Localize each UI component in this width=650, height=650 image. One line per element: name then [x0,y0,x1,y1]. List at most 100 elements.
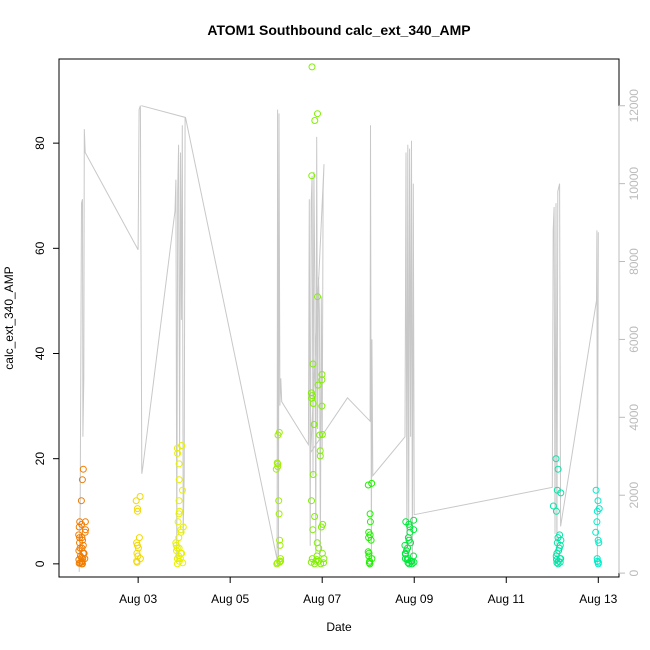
data-point [276,541,284,549]
y-axis-label: calc_ext_340_AMP [2,266,16,369]
data-point [175,476,183,484]
x-tick-label: Aug 13 [579,592,617,606]
data-point [410,516,418,524]
data-point [364,548,372,556]
data-point [172,539,180,547]
data-point [595,505,603,513]
data-point [592,528,600,536]
y-tick-label: 20 [33,452,47,466]
data-point [592,486,600,494]
y-right-tick-label: 0 [627,569,641,576]
data-point [76,518,84,526]
data-point [554,465,562,473]
x-tick-label: Aug 11 [488,592,525,606]
data-point [273,459,281,467]
data-point [314,293,321,301]
data-point [276,536,284,544]
data-point [556,531,564,539]
data-point [405,536,413,544]
y-tick-label: 0 [33,560,47,567]
data-point [311,513,319,520]
x-tick-label: Aug 05 [211,592,249,606]
line-series-group [78,105,599,572]
x-tick-label: Aug 03 [119,592,157,606]
data-point [310,421,318,428]
data-point [549,502,557,510]
data-point [309,471,317,478]
data-point [132,497,140,505]
data-point [136,493,144,500]
data-point [174,518,182,526]
data-point [172,541,180,549]
data-point [319,520,327,528]
data-point [178,486,186,494]
data-point [179,523,187,531]
data-point [308,172,316,180]
data-point [274,463,282,471]
data-point [174,449,182,457]
data-point [594,536,602,544]
data-point [318,431,326,438]
y-axis-right: 0 2000 4000 6000 8000 10000 12000 [618,89,641,576]
data-point [311,117,319,124]
data-point [277,555,284,563]
data-point [133,539,141,547]
data-point [78,476,86,484]
data-point [318,549,326,557]
data-point [316,452,324,460]
y-tick-label: 80 [33,136,47,150]
data-point [308,497,315,505]
data-point [593,518,601,526]
data-point [593,557,601,565]
data-point [313,539,321,547]
data-point [308,394,316,402]
data-point [553,486,561,494]
x-tick-label: Aug 07 [303,592,341,606]
x-axis: Aug 03 Aug 05 Aug 07 Aug 09 Aug 11 Aug 13 [119,576,618,606]
y-axis-left: 0 20 40 60 80 [33,136,60,567]
data-point [134,507,141,515]
data-point [308,63,316,71]
y-tick-label: 60 [33,241,47,255]
data-point [401,555,409,563]
data-point [364,481,372,489]
data-point [594,497,602,505]
y-right-tick-label: 8000 [627,248,641,275]
data-point [314,110,321,118]
y-right-tick-label: 6000 [627,326,641,353]
data-point [277,557,285,565]
x-tick-label: Aug 09 [395,592,433,606]
data-point [275,497,283,505]
data-point [313,556,321,564]
data-point [82,526,89,534]
data-point [309,526,317,534]
data-point [595,539,603,547]
data-point [320,559,327,567]
x-axis-label: Date [326,620,352,634]
data-point [552,507,560,515]
data-point [307,558,315,566]
data-point [316,431,324,439]
line-series-path [78,105,599,572]
data-point [134,505,141,513]
y-tick-label: 40 [33,347,47,361]
y-right-tick-label: 2000 [627,482,641,509]
data-point [175,497,183,505]
data-point [79,465,87,473]
y-right-tick-label: 12000 [627,89,641,123]
data-point [365,528,373,536]
data-point [307,389,315,397]
data-point [81,528,89,536]
data-point [75,531,83,539]
chart-title: ATOM1 Southbound calc_ext_340_AMP [207,22,470,38]
data-point [318,402,326,410]
data-point [176,507,183,515]
data-point [77,497,85,505]
y-right-tick-label: 10000 [627,167,641,201]
data-point [175,510,183,518]
data-point [366,518,374,526]
data-point [314,381,322,389]
data-point [366,510,374,518]
